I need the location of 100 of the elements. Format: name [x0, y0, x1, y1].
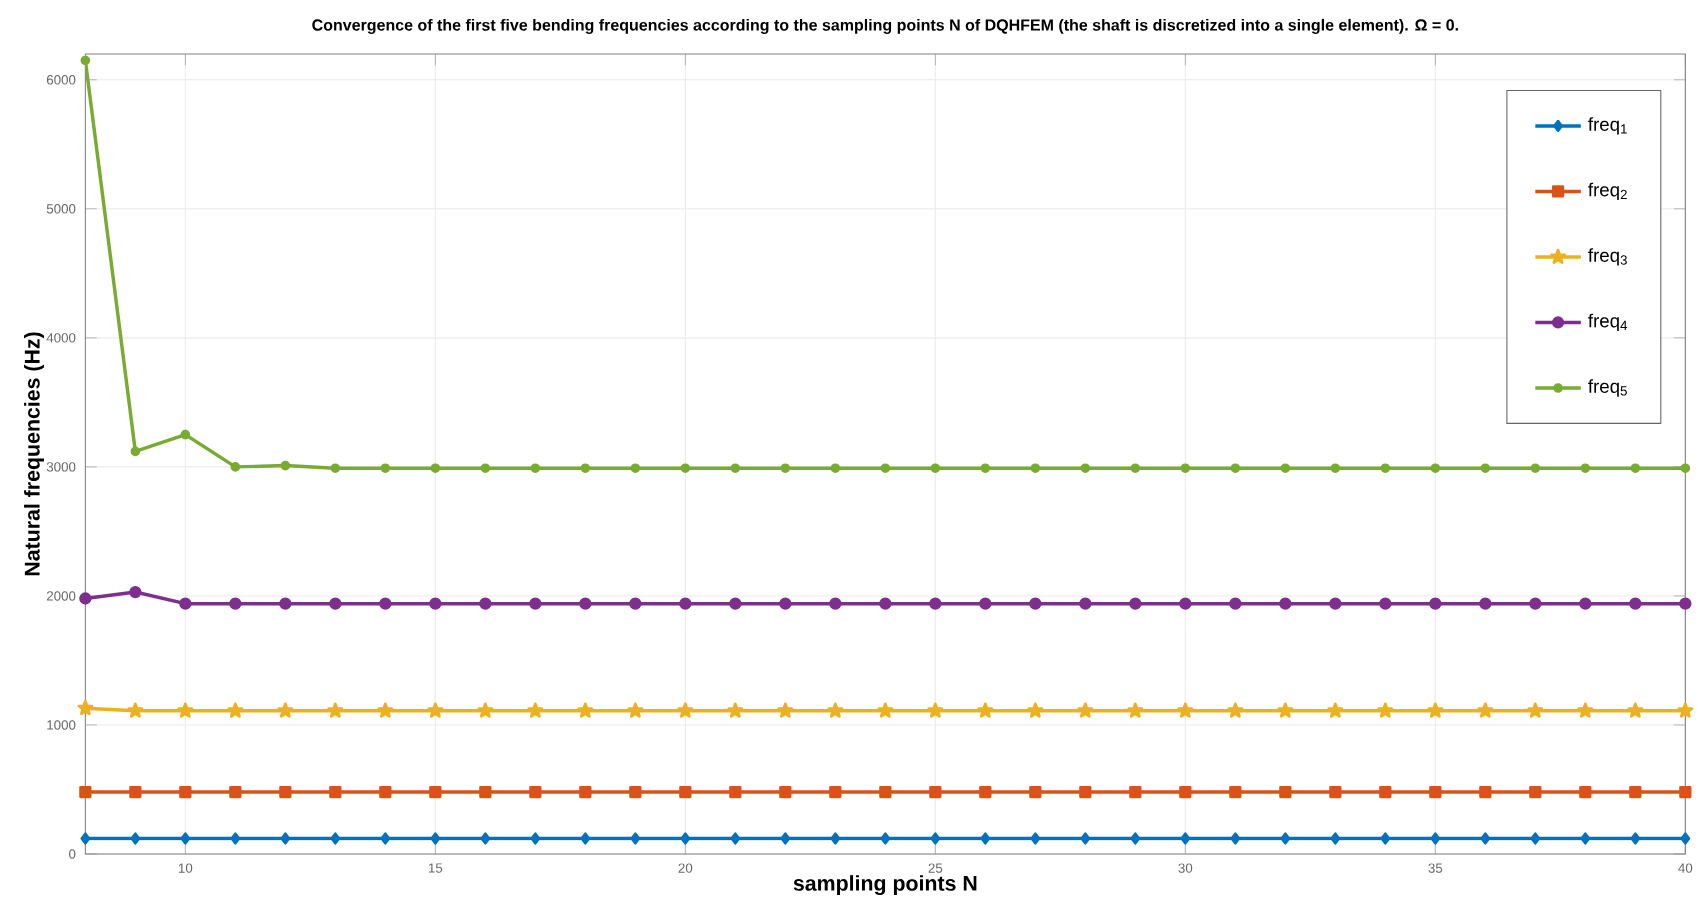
point	[1377, 702, 1394, 718]
point	[80, 832, 91, 845]
point	[1279, 785, 1292, 799]
point	[1329, 785, 1342, 799]
point	[779, 597, 792, 610]
point	[1080, 832, 1091, 845]
point	[780, 463, 791, 473]
point	[929, 785, 942, 799]
point	[729, 785, 742, 799]
point	[1127, 702, 1144, 718]
point	[1430, 463, 1441, 473]
point	[1629, 785, 1642, 799]
point	[680, 832, 691, 845]
point	[930, 463, 941, 473]
point	[1030, 832, 1041, 845]
point	[1079, 785, 1092, 799]
point	[1529, 597, 1542, 610]
point	[779, 785, 792, 799]
point	[827, 702, 844, 718]
point	[379, 785, 392, 799]
point	[629, 597, 642, 610]
point	[829, 597, 842, 610]
point	[1680, 463, 1691, 473]
point	[129, 785, 142, 799]
point	[179, 785, 192, 799]
point	[1129, 597, 1142, 610]
point	[480, 832, 491, 845]
point	[1480, 463, 1491, 473]
point	[230, 462, 241, 472]
point	[1580, 832, 1591, 845]
point	[980, 832, 991, 845]
point	[229, 597, 242, 610]
point	[880, 463, 891, 473]
point	[330, 832, 341, 845]
point	[1629, 597, 1642, 610]
point	[1479, 597, 1492, 610]
point	[479, 785, 492, 799]
point	[427, 702, 444, 718]
point	[1329, 597, 1342, 610]
point	[580, 463, 591, 473]
point	[280, 832, 291, 845]
point	[1429, 785, 1442, 799]
point	[277, 702, 294, 718]
point	[1179, 785, 1192, 799]
point	[429, 597, 442, 610]
point	[430, 463, 441, 473]
point	[1279, 597, 1292, 610]
point	[180, 429, 191, 440]
point	[1280, 832, 1291, 845]
point	[1229, 785, 1242, 799]
point	[530, 832, 541, 845]
legend-label: freq$_{1}$	[1588, 117, 1627, 135]
point	[1180, 832, 1191, 845]
point	[727, 702, 744, 718]
point	[130, 446, 141, 457]
point	[1680, 832, 1691, 845]
point	[327, 702, 344, 718]
point	[429, 785, 442, 799]
legend-label: freq$_{5}$	[1588, 379, 1627, 397]
point	[630, 832, 641, 845]
x-axis-title: sampling points N	[793, 875, 977, 896]
point	[1577, 702, 1594, 718]
point	[1379, 597, 1392, 610]
point	[1330, 463, 1341, 473]
point	[1580, 463, 1591, 473]
point	[1229, 597, 1242, 610]
point	[1129, 785, 1142, 799]
point	[880, 832, 891, 845]
point	[180, 832, 191, 845]
legend-label: freq$_{3}$	[1588, 248, 1627, 266]
point	[929, 597, 942, 610]
point	[1579, 785, 1592, 799]
point	[730, 832, 741, 845]
point	[279, 785, 292, 799]
point	[830, 832, 841, 845]
point	[1027, 702, 1044, 718]
point	[830, 463, 841, 473]
point	[79, 592, 92, 605]
point	[1029, 785, 1042, 799]
point	[979, 785, 992, 799]
point	[1630, 463, 1641, 473]
point	[1179, 597, 1192, 610]
point	[579, 597, 592, 610]
point	[1379, 785, 1392, 799]
point	[579, 785, 592, 799]
y-axis-title: Natural frequencies (Hz)	[24, 332, 44, 576]
point	[177, 702, 194, 718]
point	[479, 597, 492, 610]
point	[679, 597, 692, 610]
point	[1579, 597, 1592, 610]
point	[280, 460, 291, 471]
point	[829, 785, 842, 799]
point	[530, 463, 541, 473]
point	[1030, 463, 1041, 473]
point	[1679, 785, 1692, 799]
point	[980, 463, 991, 473]
point	[1627, 702, 1644, 718]
point	[527, 702, 544, 718]
point	[1330, 832, 1341, 845]
point	[630, 463, 641, 473]
